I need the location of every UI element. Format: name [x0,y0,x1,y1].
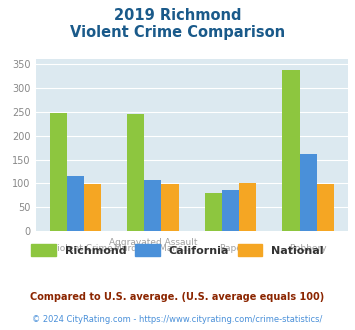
Bar [205,193,222,231]
Bar [239,183,256,231]
Bar [222,189,239,231]
Text: Rape: Rape [219,244,242,253]
Bar [84,184,101,231]
Text: All Violent Crime: All Violent Crime [37,244,113,253]
Bar [67,176,84,231]
Text: Robbery: Robbery [289,244,327,253]
Bar [127,114,144,231]
Legend: Richmond, California, National: Richmond, California, National [27,240,328,260]
Bar [283,70,300,231]
Text: Compared to U.S. average. (U.S. average equals 100): Compared to U.S. average. (U.S. average … [31,292,324,302]
Text: Aggravated Assault: Aggravated Assault [109,238,197,247]
Text: Violent Crime Comparison: Violent Crime Comparison [70,25,285,40]
Bar [300,154,317,231]
Text: © 2024 CityRating.com - https://www.cityrating.com/crime-statistics/: © 2024 CityRating.com - https://www.city… [32,315,323,324]
Text: Murder & Mans...: Murder & Mans... [114,244,192,253]
Bar [162,184,179,231]
Bar [144,180,162,231]
Text: 2019 Richmond: 2019 Richmond [114,8,241,23]
Bar [50,113,67,231]
Bar [317,184,334,231]
